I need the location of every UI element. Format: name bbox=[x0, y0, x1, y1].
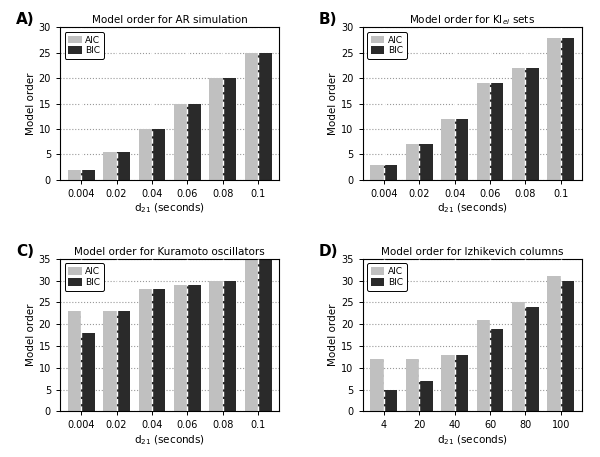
Bar bbox=[476, 83, 490, 180]
Bar bbox=[476, 320, 490, 411]
Bar bbox=[245, 259, 258, 411]
Y-axis label: Model order: Model order bbox=[26, 72, 35, 135]
Bar bbox=[258, 259, 272, 411]
Bar bbox=[512, 303, 526, 411]
Title: Model order for Izhikevich columns: Model order for Izhikevich columns bbox=[381, 247, 563, 257]
X-axis label: d$_{21}$ (seconds): d$_{21}$ (seconds) bbox=[134, 202, 205, 215]
X-axis label: d$_{21}$ (seconds): d$_{21}$ (seconds) bbox=[437, 202, 508, 215]
Bar bbox=[152, 129, 166, 180]
Bar bbox=[103, 152, 116, 180]
Bar bbox=[68, 311, 81, 411]
Legend: AIC, BIC: AIC, BIC bbox=[65, 32, 104, 59]
Bar bbox=[103, 311, 116, 411]
Bar bbox=[526, 307, 539, 411]
Bar bbox=[419, 144, 433, 180]
Bar bbox=[490, 83, 503, 180]
Bar bbox=[441, 355, 455, 411]
Bar bbox=[526, 68, 539, 180]
Bar bbox=[245, 53, 258, 180]
Bar bbox=[547, 276, 561, 411]
Bar bbox=[561, 281, 574, 411]
Bar bbox=[561, 37, 574, 180]
Y-axis label: Model order: Model order bbox=[26, 304, 35, 367]
Bar bbox=[209, 281, 223, 411]
Bar bbox=[223, 281, 236, 411]
Text: A): A) bbox=[16, 12, 35, 27]
Bar bbox=[152, 289, 166, 411]
Bar bbox=[406, 144, 419, 180]
Bar bbox=[187, 104, 201, 180]
Bar bbox=[139, 289, 152, 411]
Bar bbox=[370, 165, 384, 180]
Bar bbox=[139, 129, 152, 180]
Bar bbox=[116, 311, 130, 411]
Legend: AIC, BIC: AIC, BIC bbox=[65, 264, 104, 291]
Text: D): D) bbox=[319, 244, 338, 259]
X-axis label: d$_{21}$ (seconds): d$_{21}$ (seconds) bbox=[437, 433, 508, 446]
X-axis label: d$_{21}$ (seconds): d$_{21}$ (seconds) bbox=[134, 433, 205, 446]
Bar bbox=[81, 170, 95, 180]
Text: C): C) bbox=[16, 244, 34, 259]
Title: Model order for KI$_{ei}$ sets: Model order for KI$_{ei}$ sets bbox=[409, 13, 535, 27]
Bar bbox=[116, 152, 130, 180]
Bar bbox=[419, 381, 433, 411]
Title: Model order for AR simulation: Model order for AR simulation bbox=[92, 15, 248, 25]
Bar bbox=[455, 355, 468, 411]
Bar bbox=[441, 119, 455, 180]
Text: B): B) bbox=[319, 12, 337, 27]
Bar bbox=[406, 359, 419, 411]
Bar bbox=[370, 359, 384, 411]
Bar bbox=[223, 78, 236, 180]
Bar bbox=[258, 53, 272, 180]
Bar bbox=[81, 333, 95, 411]
Bar bbox=[455, 119, 468, 180]
Bar bbox=[187, 285, 201, 411]
Bar bbox=[174, 104, 187, 180]
Y-axis label: Model order: Model order bbox=[328, 72, 338, 135]
Bar bbox=[512, 68, 526, 180]
Bar bbox=[174, 285, 187, 411]
Y-axis label: Model order: Model order bbox=[328, 304, 338, 367]
Bar bbox=[209, 78, 223, 180]
Bar bbox=[490, 329, 503, 411]
Title: Model order for Kuramoto oscillators: Model order for Kuramoto oscillators bbox=[74, 247, 265, 257]
Legend: AIC, BIC: AIC, BIC bbox=[367, 264, 407, 291]
Bar bbox=[547, 37, 561, 180]
Bar bbox=[384, 165, 397, 180]
Legend: AIC, BIC: AIC, BIC bbox=[367, 32, 407, 59]
Bar bbox=[384, 389, 397, 411]
Bar bbox=[68, 170, 81, 180]
